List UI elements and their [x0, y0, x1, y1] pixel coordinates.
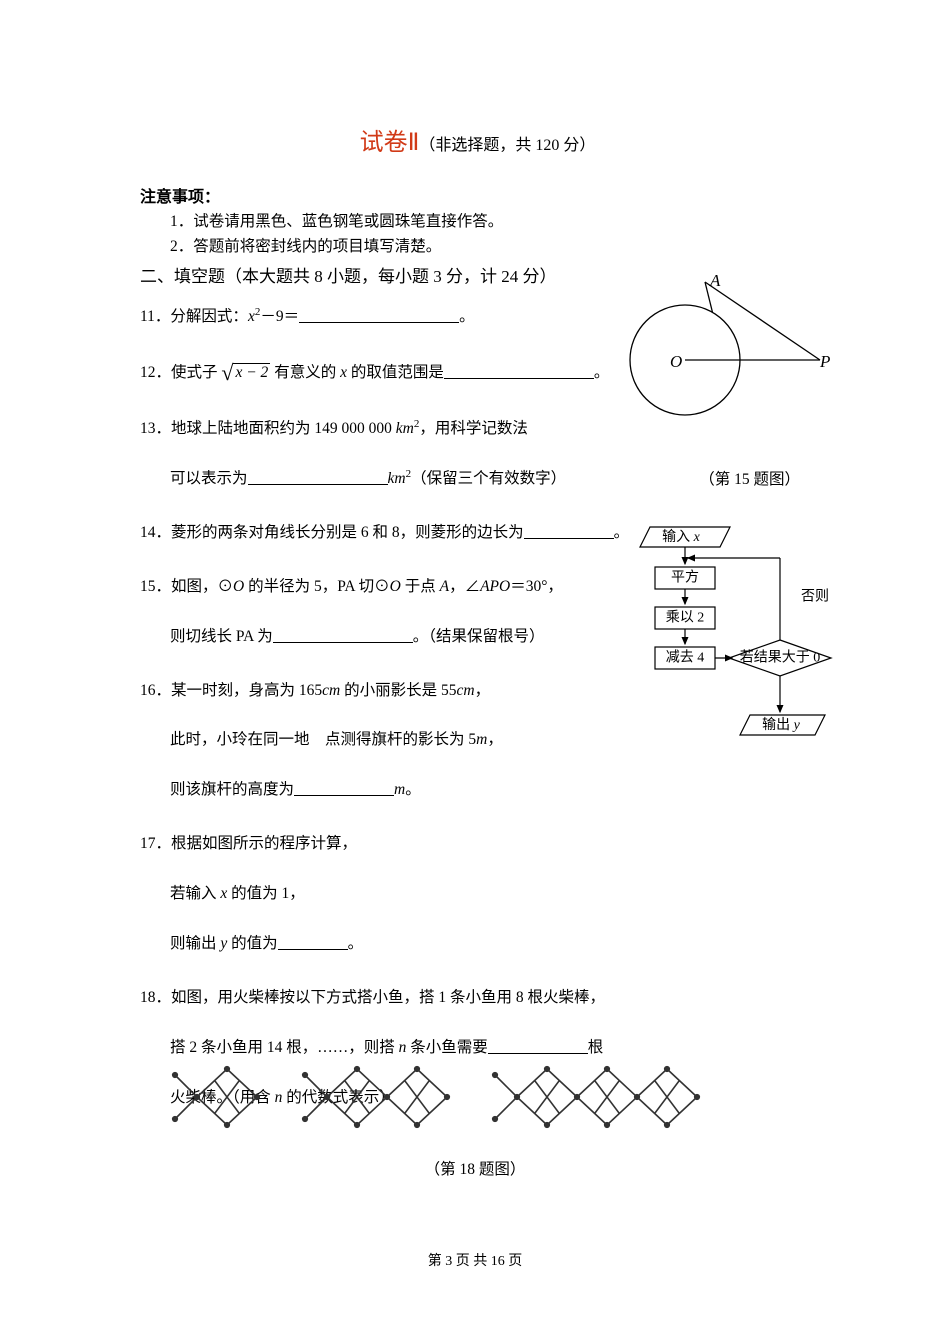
- footer-e: 页: [505, 1254, 523, 1269]
- q17-l3c: 。: [348, 935, 364, 952]
- question-17: 17．根据如图所示的程序计算，: [140, 830, 815, 858]
- figure-18-caption: （第 18 题图）: [0, 1158, 950, 1181]
- page: 试卷Ⅱ（非选择题，共 120 分） 注意事项： 1．试卷请用黑色、蓝色钢笔或圆珠…: [0, 0, 950, 1344]
- q17-l3b: 的值为: [227, 935, 277, 952]
- q11-pre: 11．分解因式：: [140, 308, 248, 325]
- q16-l3b: 。: [405, 781, 421, 798]
- q17-l2a: 若输入: [170, 885, 220, 902]
- q14-a: 14．菱形的两条对角线长分别是 6 和 8，则菱形的边长为: [140, 524, 524, 541]
- q13-km2: km: [388, 470, 406, 487]
- question-18: 18．如图，用火柴棒按以下方式搭小鱼，搭 1 条小鱼用 8 根火柴棒，: [140, 984, 815, 1012]
- q16-cm1: cm: [322, 682, 340, 699]
- figure-18: [165, 1042, 775, 1152]
- figure-17-flowchart: 输入 x 平方 乘以 2 减去 4 若结果大于 0 否则: [605, 522, 835, 752]
- q13-l1b: ，用科学记数法: [419, 420, 528, 437]
- flow-in-pre: 输入: [662, 529, 694, 545]
- fig15-label-P: P: [819, 352, 830, 371]
- flow-out-pre: 输出: [762, 717, 794, 733]
- footer-c: 页 共: [452, 1254, 491, 1269]
- q17-l1: 17．根据如图所示的程序计算，: [140, 835, 357, 852]
- sqrt-arg: x − 2: [233, 363, 270, 381]
- notice-line-1: 1．试卷请用黑色、蓝色钢笔或圆珠笔直接作答。: [170, 210, 815, 235]
- q13-l2c: （保留三个有效数字）: [411, 470, 566, 487]
- q16-m1: m: [476, 731, 487, 748]
- q13-km: km: [396, 420, 414, 437]
- q15-blank[interactable]: [273, 626, 413, 643]
- q12-pre: 12．使式子: [140, 364, 221, 381]
- q17-blank[interactable]: [278, 933, 348, 950]
- svg-text:输入 x: 输入 x: [662, 529, 701, 545]
- q17-l2b: 的值为 1，: [227, 885, 305, 902]
- q12-mid: 有意义的: [270, 364, 340, 381]
- svg-text:输出 y: 输出 y: [762, 717, 801, 733]
- notice-line-2: 2．答题前将密封线内的项目填写清楚。: [170, 235, 815, 260]
- sqrt-expr: √x − 2: [221, 353, 270, 393]
- q15-O: O: [233, 578, 244, 595]
- q16-m2: m: [394, 781, 405, 798]
- page-footer: 第 3 页 共 16 页: [0, 1251, 950, 1272]
- q11-rest: －9＝: [260, 308, 299, 325]
- title-paren: （非选择题，共 120 分）: [419, 137, 595, 154]
- q12-x: x: [340, 364, 347, 381]
- q15-l2a: 则切线长 PA 为: [170, 628, 273, 645]
- q18-l1: 18．如图，用火柴棒按以下方式搭小鱼，搭 1 条小鱼用 8 根火柴棒，: [140, 989, 605, 1006]
- q14-blank[interactable]: [524, 522, 614, 539]
- q17-l3a: 则输出: [170, 935, 220, 952]
- figure-15: A O P: [615, 260, 835, 430]
- flow-else: 否则: [801, 589, 829, 605]
- q16-blank[interactable]: [294, 780, 394, 797]
- sqrt-symbol: √: [221, 360, 233, 385]
- fig15-label-O: O: [670, 352, 682, 371]
- q15-l1b: 的半径为 5，PA 切⊙: [244, 578, 389, 595]
- q15-l2b: 。（结果保留根号）: [413, 628, 545, 645]
- flow-out-y: y: [792, 718, 801, 733]
- question-17-cont2: 则输出 y 的值为。: [170, 930, 815, 958]
- figure-15-caption: （第 15 题图）: [699, 468, 800, 491]
- paper-title: 试卷Ⅱ（非选择题，共 120 分）: [140, 125, 815, 161]
- flow-sub: 减去 4: [666, 650, 705, 666]
- q16-l1b: 的小丽影长是 55: [340, 682, 456, 699]
- flow-sq: 平方: [671, 570, 699, 586]
- q12-blank[interactable]: [444, 363, 594, 380]
- q15-APO: APO: [480, 578, 510, 595]
- q16-l3a: 则该旗杆的高度为: [170, 781, 294, 798]
- q12-tail: 。: [594, 364, 610, 381]
- q12-mid2: 的取值范围是: [347, 364, 444, 381]
- flow-mul: 乘以 2: [666, 610, 705, 626]
- q11-tail: 。: [459, 308, 475, 325]
- q15-l1a: 15．如图，⊙: [140, 578, 233, 595]
- q11-blank[interactable]: [299, 307, 459, 324]
- q11-x: x: [248, 308, 255, 325]
- q13-blank[interactable]: [248, 468, 388, 485]
- flow-in-x: x: [693, 530, 701, 545]
- q16-l2b: ，: [487, 731, 503, 748]
- footer-a: 第: [428, 1254, 446, 1269]
- q15-l1c: 于点: [401, 578, 440, 595]
- question-16-cont2: 则该旗杆的高度为 m。: [170, 776, 815, 804]
- q13-l1a: 13．地球上陆地面积约为 149 000 000: [140, 420, 396, 437]
- q15-l1d: ，∠: [449, 578, 480, 595]
- flow-cond: 若结果大于 0: [740, 650, 821, 666]
- q15-A: A: [440, 578, 449, 595]
- q13-l2a: 可以表示为: [170, 470, 248, 487]
- question-17-cont1: 若输入 x 的值为 1，: [170, 880, 815, 908]
- q16-cm2: cm: [456, 682, 474, 699]
- title-red: 试卷Ⅱ: [360, 130, 420, 156]
- q15-O2: O: [390, 578, 401, 595]
- notice-heading: 注意事项：: [140, 186, 815, 210]
- q16-l1c: ，: [475, 682, 491, 699]
- q16-l2: 此时，小玲在同一地 点测得旗杆的影长为 5: [170, 731, 476, 748]
- q15-l1e: ＝30°，: [510, 578, 563, 595]
- fig15-label-A: A: [709, 271, 721, 290]
- q16-l1: 16．某一时刻，身高为 165: [140, 682, 322, 699]
- footer-d: 16: [491, 1254, 505, 1269]
